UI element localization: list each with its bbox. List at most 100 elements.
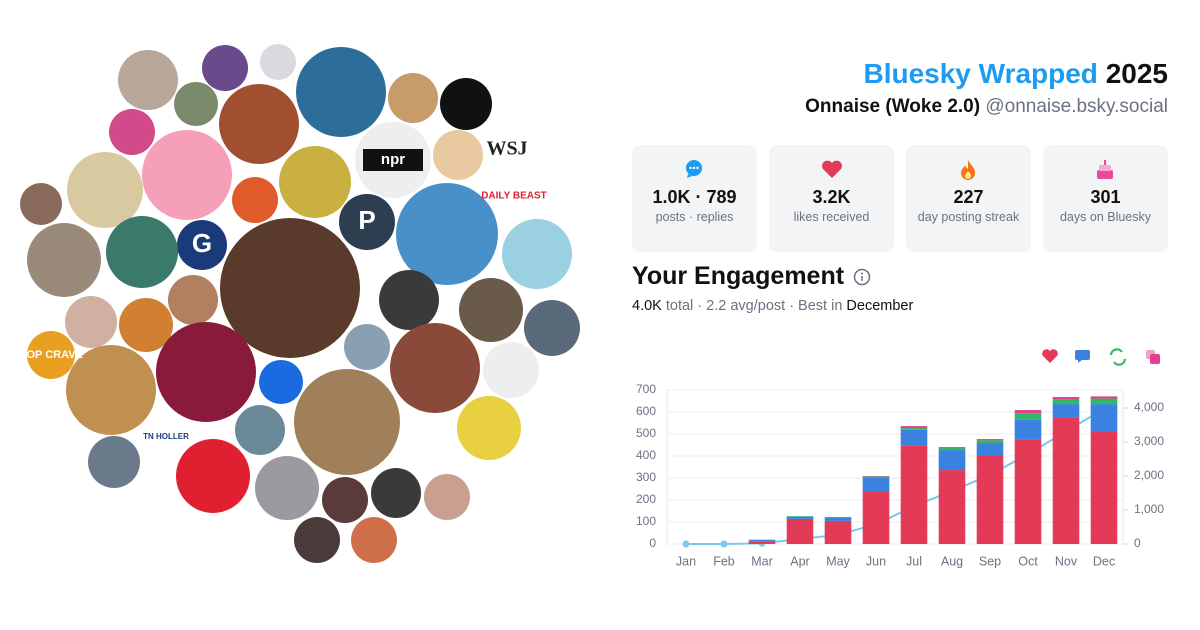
bar-segment [1052,397,1080,400]
y2-tick-label: 4,000 [1134,400,1164,414]
x-tick-label: Sep [979,554,1001,568]
avatar[interactable] [142,130,232,220]
bar-segment [938,470,966,544]
bar-segment [748,541,776,544]
y-tick-label: 300 [636,470,656,484]
avatar[interactable] [88,436,140,488]
avatar[interactable] [388,73,438,123]
avatar[interactable] [177,220,227,270]
avatar[interactable] [259,360,303,404]
avatar[interactable] [483,128,527,172]
avatar[interactable] [27,331,75,379]
icon [961,160,975,180]
avatar[interactable] [339,194,395,250]
avatar[interactable] [433,130,483,180]
avatar[interactable] [279,146,351,218]
avatar[interactable] [440,78,492,130]
avatar[interactable] [260,44,296,80]
avatar-label: npr [381,151,405,168]
reposts-toggle[interactable] [1109,348,1127,366]
avatar[interactable] [235,405,285,455]
avatar[interactable] [371,468,421,518]
stat-value: 301 [1090,187,1121,207]
bar-segment [1052,404,1080,418]
avatar[interactable] [390,323,480,413]
x-tick-label: Dec [1093,554,1115,568]
avatar[interactable] [220,218,360,358]
icon [686,160,702,178]
y2-tick-label: 0 [1134,536,1141,550]
replies-toggle[interactable] [1075,350,1090,363]
quotes-toggle[interactable] [1150,354,1160,364]
avatar[interactable] [118,50,178,110]
section-title: Your Engagement [632,262,845,290]
avatar[interactable] [483,342,539,398]
avatar[interactable] [351,517,397,563]
avatar[interactable] [109,109,155,155]
avatar[interactable] [219,84,299,164]
avatar[interactable] [396,183,498,285]
avatar-label: G [192,228,212,258]
avatar[interactable] [119,298,173,352]
avatar-label: DAILY BEAST [481,191,547,202]
avatar[interactable] [174,82,218,126]
logo-bg [363,149,423,171]
likes-toggle[interactable] [1042,349,1058,363]
info-icon-dot [861,272,863,275]
avatar[interactable] [202,45,248,91]
x-tick-label: May [826,554,850,568]
avatar[interactable] [176,439,250,513]
avatar[interactable] [27,223,101,297]
avatar[interactable] [232,177,278,223]
summary: total · 2.2 avg/post · Best in [665,298,843,314]
avatar[interactable] [20,183,62,225]
avatar[interactable] [168,275,218,325]
avatar[interactable] [459,278,523,342]
x-tick-label: Jul [906,554,922,568]
avatar[interactable] [156,322,256,422]
handle: @onnaise.bsky.social [985,96,1168,117]
avatar[interactable] [65,296,117,348]
x-tick-label: Aug [941,554,963,568]
avatar[interactable] [106,216,178,288]
avatar[interactable] [404,419,454,469]
year: 2025 [1105,58,1168,89]
avatar[interactable] [496,178,532,214]
line-point [682,540,690,548]
best-month: December [846,298,914,314]
avatar[interactable] [67,152,143,228]
avatar[interactable] [524,300,580,356]
y2-tick-label: 3,000 [1134,434,1164,448]
stat-card: 301 days on Bluesky [1043,145,1168,252]
bar-segment [1014,419,1042,440]
y2-tick-label: 2,000 [1134,468,1164,482]
info-icon[interactable] [853,268,871,286]
bar-segment [786,516,814,519]
y2-tick-label: 1,000 [1134,502,1164,516]
avatar[interactable] [294,517,340,563]
avatar[interactable] [296,47,386,137]
avatar[interactable] [255,456,319,520]
bar-segment [1014,413,1042,420]
avatar[interactable] [457,396,521,460]
avatar[interactable] [344,324,390,370]
x-tick-label: Oct [1018,554,1038,568]
avatar[interactable] [322,477,368,523]
stat-card: 1.0K · 789 posts · replies [632,145,757,252]
bar-segment [862,476,890,478]
avatar[interactable] [502,219,572,289]
avatar[interactable] [424,474,470,520]
bar-segment [938,447,966,451]
stat-label: days on Bluesky [1059,210,1152,224]
bar-segment [976,456,1004,544]
bar-segment [748,540,776,542]
display-name: Onnaise (Woke 2.0) [805,96,981,117]
avatar[interactable] [66,345,156,435]
avatar[interactable] [379,270,439,330]
bar-segment [938,446,966,448]
bar-segment [862,478,890,491]
bar-segment [1090,398,1118,405]
bar-segment [900,428,928,430]
y-tick-label: 600 [636,404,656,418]
avatar[interactable] [294,369,400,475]
